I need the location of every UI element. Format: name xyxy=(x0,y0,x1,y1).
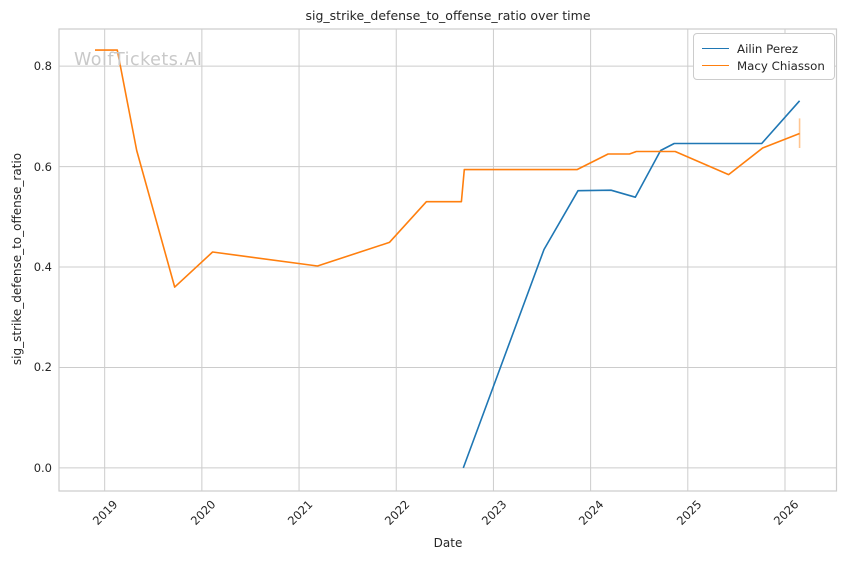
legend: Ailin Perez Macy Chiasson xyxy=(693,33,835,80)
legend-line-swatch xyxy=(702,48,729,49)
y-tick-label: 0.0 xyxy=(33,460,52,475)
y-tick-label: 0.6 xyxy=(33,159,52,174)
chart-title: sig_strike_defense_to_offense_ratio over… xyxy=(305,8,591,23)
legend-item: Macy Chiasson xyxy=(702,57,826,74)
legend-label: Ailin Perez xyxy=(737,41,799,56)
y-axis-label: sig_strike_defense_to_offense_ratio xyxy=(10,152,24,366)
y-tick-label: 0.2 xyxy=(33,360,52,375)
x-axis-label: Date xyxy=(433,536,463,550)
legend-item: Ailin Perez xyxy=(702,40,826,57)
legend-label: Macy Chiasson xyxy=(737,58,825,73)
series-line-ailin-perez xyxy=(462,100,801,469)
y-tick-label: 0.4 xyxy=(33,260,52,275)
watermark: WolfTickets.AI xyxy=(74,50,203,70)
legend-line-swatch xyxy=(702,65,729,66)
series-line-macy-chiasson xyxy=(95,49,800,288)
plot-border xyxy=(58,28,838,492)
y-tick-label: 0.8 xyxy=(33,59,52,74)
